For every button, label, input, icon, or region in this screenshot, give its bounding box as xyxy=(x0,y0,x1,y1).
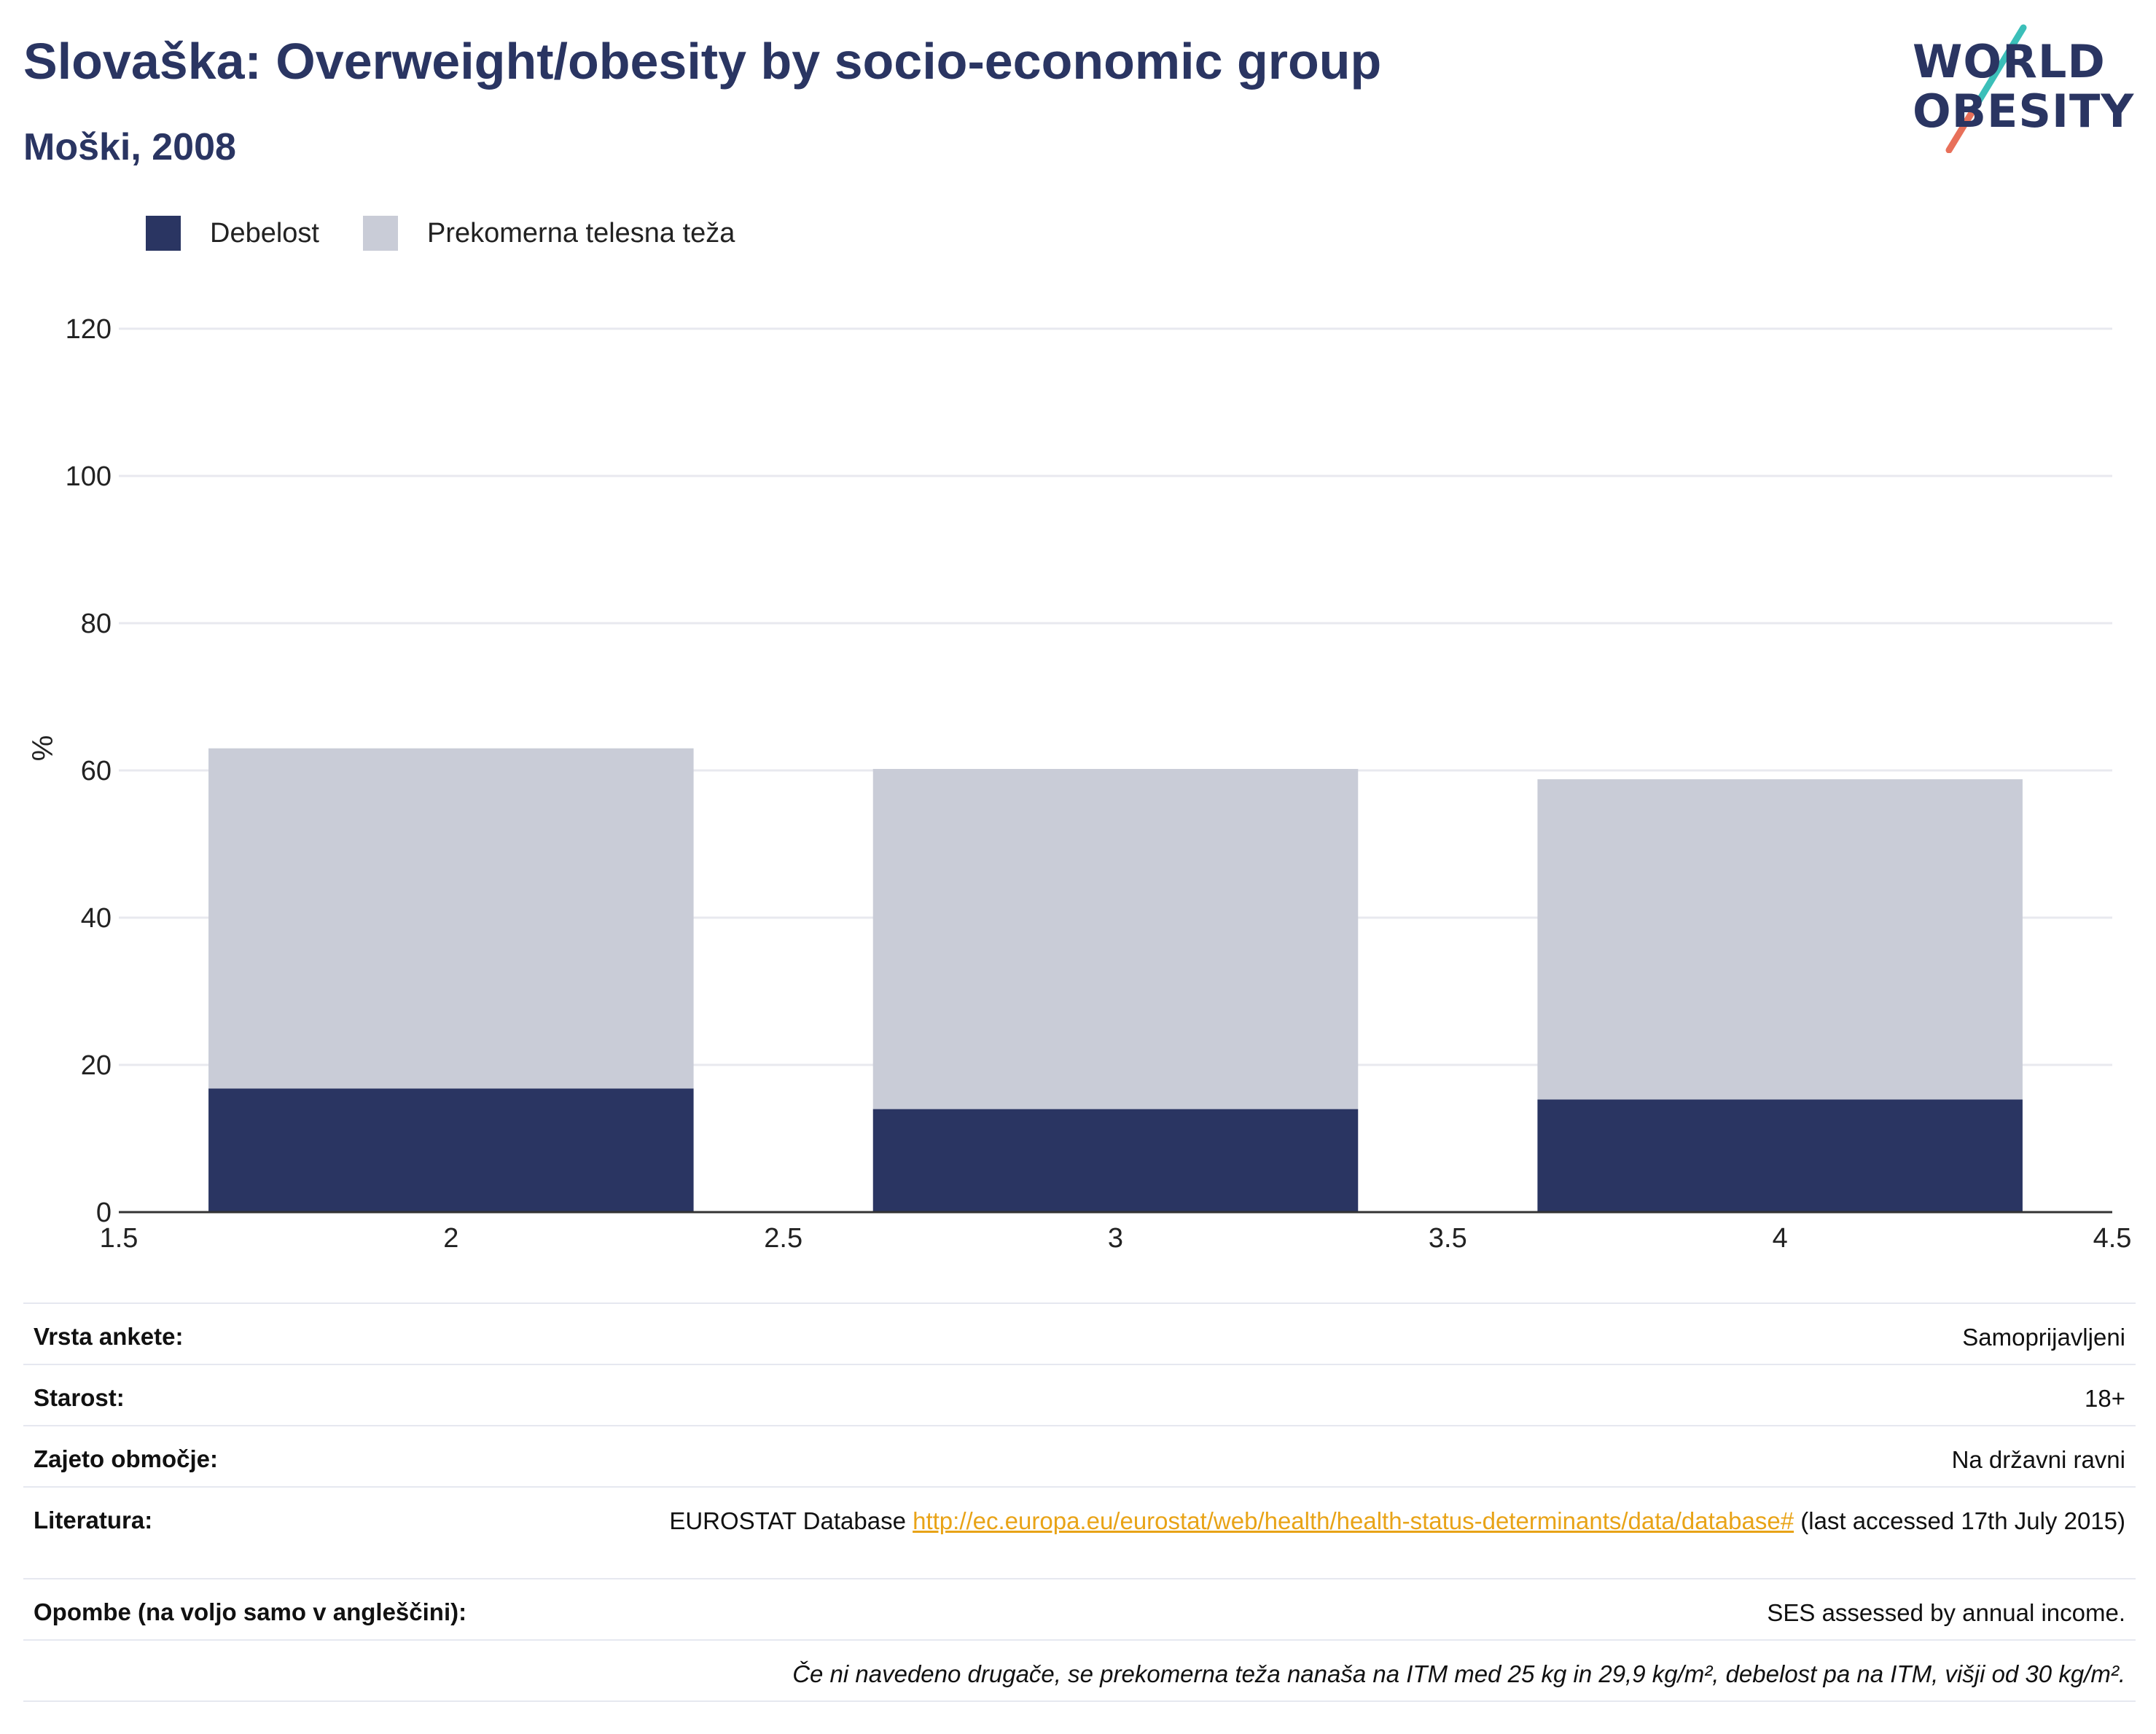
notes-value: SES assessed by annual income. xyxy=(1767,1599,2125,1626)
legend-swatch-prekomerna xyxy=(362,216,398,251)
info-row-footnote: Če ni navedeno drugače, se prekomerna te… xyxy=(23,1639,2136,1702)
y-axis-label: % xyxy=(27,735,59,762)
literature-suffix: (last accessed 17th July 2015) xyxy=(1794,1507,2125,1534)
bar-prekomerna-2 xyxy=(208,748,694,1089)
y-tick-label-20: 20 xyxy=(81,1050,112,1081)
legend-item-debelost[interactable]: Debelost xyxy=(146,216,319,251)
x-tick-label-3.5: 3.5 xyxy=(1429,1223,1467,1254)
literature-value: EUROSTAT Database http://ec.europa.eu/eu… xyxy=(669,1507,2125,1578)
logo-word-world: WORLD xyxy=(1913,35,2106,88)
info-row-coverage: Zajeto območje: Na državni ravni xyxy=(23,1425,2136,1486)
x-tick-label-3: 3 xyxy=(1108,1223,1123,1254)
y-tick-label-60: 60 xyxy=(81,756,112,786)
y-tick-label-0: 0 xyxy=(96,1198,112,1228)
bar-debelost-2 xyxy=(208,1088,694,1212)
age-label: Starost: xyxy=(34,1384,125,1411)
page-title: Slovaška: Overweight/obesity by socio-ec… xyxy=(23,33,1382,90)
info-table: Vrsta ankete: Samoprijavljeni Starost: 1… xyxy=(23,1303,2136,1702)
chart-legend: Debelost Prekomerna telesna teža xyxy=(146,216,778,251)
footnote: Če ni navedeno drugače, se prekomerna te… xyxy=(792,1660,2125,1687)
legend-item-prekomerna[interactable]: Prekomerna telesna teža xyxy=(362,216,735,251)
bar-prekomerna-4 xyxy=(1537,779,2023,1100)
x-tick-label-4: 4 xyxy=(1773,1223,1788,1254)
survey-value: Samoprijavljeni xyxy=(1962,1324,2125,1351)
x-tick-label-2: 2 xyxy=(443,1223,458,1254)
x-tick-label-2.5: 2.5 xyxy=(764,1223,802,1254)
logo-word-obesity: OBESITY xyxy=(1913,85,2135,138)
literature-prefix: EUROSTAT Database xyxy=(669,1507,913,1534)
x-tick-label-4.5: 4.5 xyxy=(2093,1223,2132,1254)
world-obesity-logo: WORLD OBESITY xyxy=(1894,22,2134,153)
legend-label-prekomerna: Prekomerna telesna teža xyxy=(426,217,735,249)
y-tick-label-120: 120 xyxy=(66,314,112,345)
coverage-label: Zajeto območje: xyxy=(34,1445,219,1472)
page-subtitle: Moški, 2008 xyxy=(23,126,236,168)
bar-chart: 0 20 40 60 80 100 120 1.5 2 2.5 3 3.5 4 4.5% xyxy=(27,314,2132,1254)
x-tick-label-1.5: 1.5 xyxy=(100,1223,138,1254)
y-tick-label-100: 100 xyxy=(66,461,112,492)
info-row-literature: Literatura: EUROSTAT Database http://ec.… xyxy=(23,1486,2136,1578)
info-row-survey: Vrsta ankete: Samoprijavljeni xyxy=(23,1303,2136,1364)
bar-debelost-3 xyxy=(872,1109,1359,1212)
age-value: 18+ xyxy=(2085,1385,2125,1412)
legend-label-debelost: Debelost xyxy=(210,217,319,249)
logo-slash-icon xyxy=(1945,24,2027,153)
bar-debelost-4 xyxy=(1537,1099,2023,1212)
survey-label: Vrsta ankete: xyxy=(34,1323,184,1350)
coverage-value: Na državni ravni xyxy=(1951,1446,2125,1473)
legend-swatch-debelost xyxy=(146,216,181,251)
info-row-notes: Opombe (na voljo samo v angleščini): SES… xyxy=(23,1578,2136,1639)
notes-label: Opombe (na voljo samo v angleščini): xyxy=(34,1598,467,1625)
bar-prekomerna-3 xyxy=(872,768,1359,1109)
literature-link[interactable]: http://ec.europa.eu/eurostat/web/health/… xyxy=(913,1507,1794,1534)
y-tick-label-80: 80 xyxy=(81,609,112,639)
literature-label: Literatura: xyxy=(34,1507,153,1534)
info-row-age: Starost: 18+ xyxy=(23,1364,2136,1425)
y-tick-label-40: 40 xyxy=(81,903,112,934)
